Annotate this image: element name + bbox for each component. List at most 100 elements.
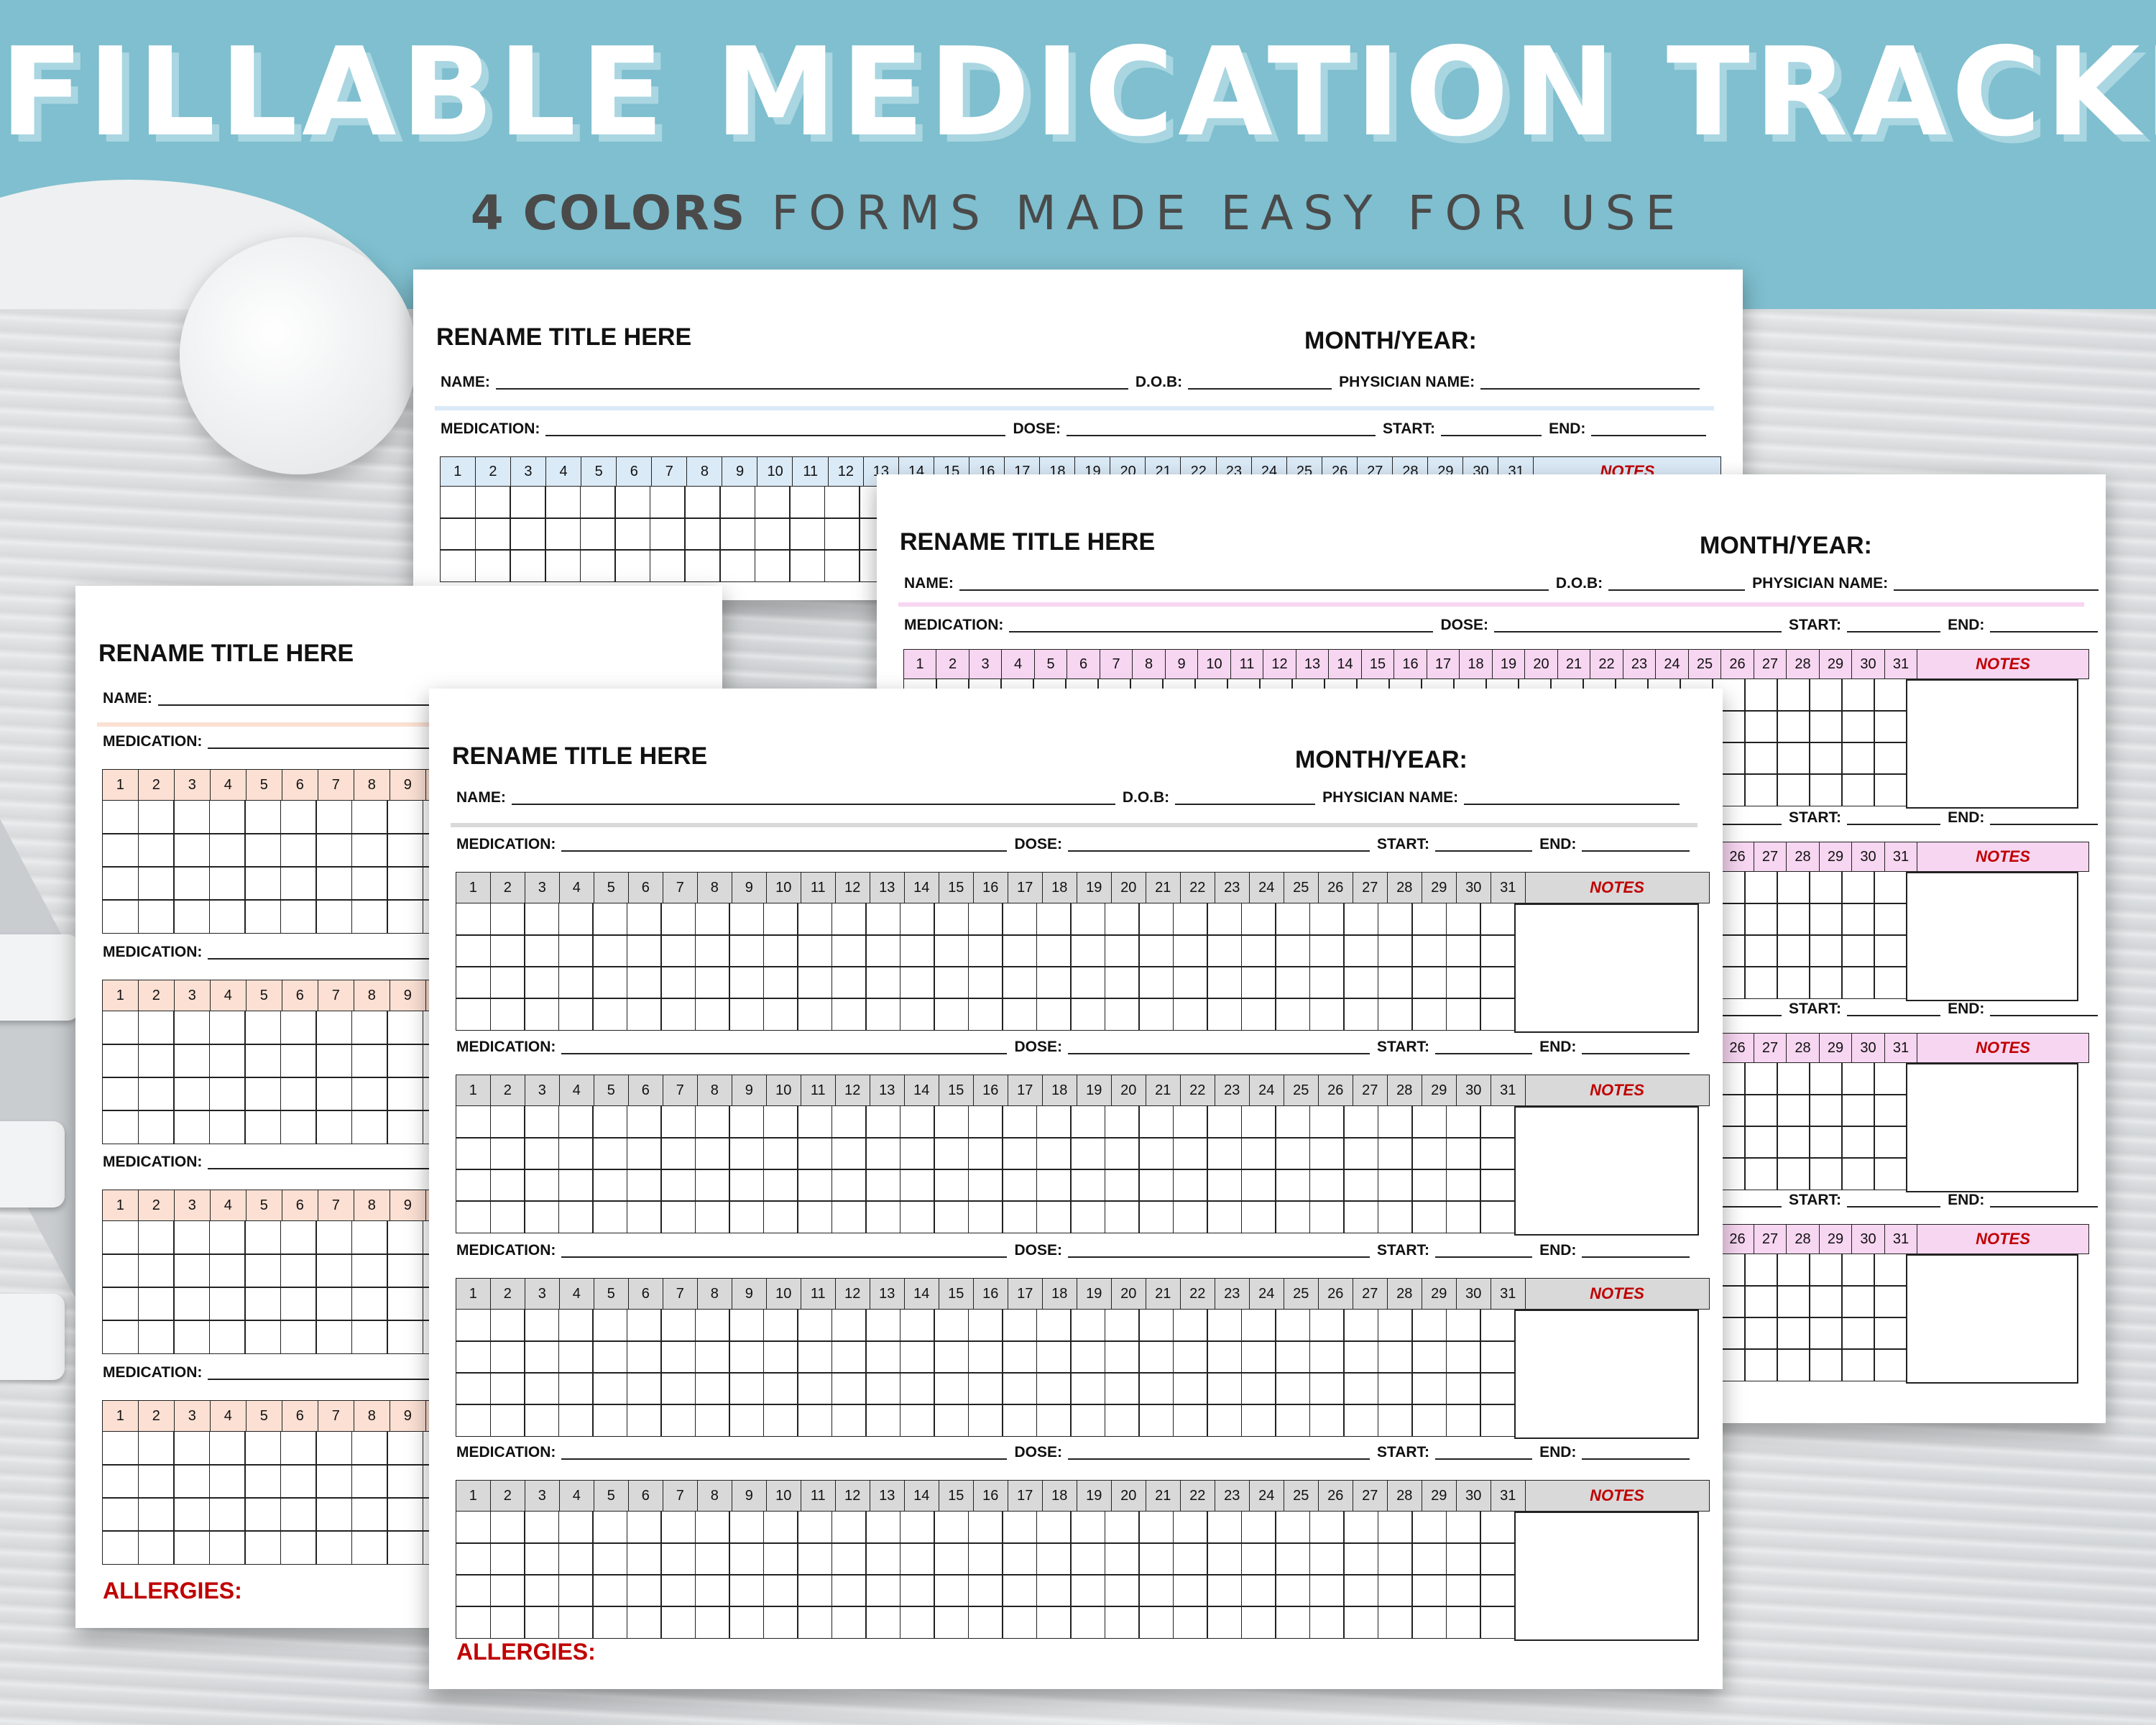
dose-checkbox-cell[interactable] [1744,903,1778,936]
dose-checkbox-cell[interactable] [173,1110,211,1144]
dose-checkbox-cell[interactable] [1411,1404,1447,1437]
dose-checkbox-cell[interactable] [1777,678,1810,712]
end-input[interactable] [1990,809,2099,825]
dose-checkbox-cell[interactable] [1036,1606,1072,1639]
dose-checkbox-cell[interactable] [626,1105,662,1138]
dose-checkbox-cell[interactable] [137,800,175,834]
dose-checkbox-cell[interactable] [967,903,1003,936]
dose-checkbox-cell[interactable] [1744,710,1778,743]
dose-checkbox-cell[interactable] [1343,998,1379,1031]
dose-checkbox-cell[interactable] [1377,1340,1413,1374]
dose-checkbox-cell[interactable] [351,1254,388,1288]
dose-checkbox-cell[interactable] [102,1110,139,1144]
dose-checkbox-cell[interactable] [1841,710,1875,743]
end-input[interactable] [1591,420,1707,436]
dose-checkbox-cell[interactable] [1445,1542,1481,1576]
dose-checkbox-cell[interactable] [208,1011,246,1045]
dose-checkbox-cell[interactable] [694,1511,730,1544]
dose-checkbox-cell[interactable] [351,833,388,868]
dose-checkbox-cell[interactable] [763,998,798,1031]
dose-checkbox-cell[interactable] [315,866,353,901]
end-input[interactable] [1990,617,2099,632]
dose-checkbox-cell[interactable] [660,1169,696,1202]
dose-checkbox-cell[interactable] [934,1542,969,1576]
dose-checkbox-cell[interactable] [1874,871,1907,904]
dose-checkbox-cell[interactable] [1207,1372,1243,1405]
dose-checkbox-cell[interactable] [1309,1372,1345,1405]
dose-checkbox-cell[interactable] [1104,1105,1140,1138]
dose-checkbox-cell[interactable] [1240,1105,1276,1138]
dose-checkbox-cell[interactable] [831,1169,867,1202]
dose-checkbox-cell[interactable] [524,1606,560,1639]
dose-checkbox-cell[interactable] [351,1077,388,1111]
dose-checkbox-cell[interactable] [899,1340,935,1374]
dose-checkbox-cell[interactable] [797,1606,833,1639]
dose-checkbox-cell[interactable] [1480,966,1516,999]
dose-checkbox-cell[interactable] [280,1431,317,1466]
dose-checkbox-cell[interactable] [558,1169,594,1202]
dose-checkbox-cell[interactable] [456,1169,492,1202]
dose-checkbox-cell[interactable] [660,1309,696,1342]
dose-checkbox-cell[interactable] [865,1511,901,1544]
dose-checkbox-cell[interactable] [614,518,651,551]
dose-checkbox-cell[interactable] [545,518,581,551]
dose-checkbox-cell[interactable] [351,1287,388,1321]
dose-checkbox-cell[interactable] [865,1574,901,1607]
dose-checkbox-cell[interactable] [489,1200,525,1233]
dose-checkbox-cell[interactable] [1070,1340,1106,1374]
dose-checkbox-cell[interactable] [1445,1606,1481,1639]
dose-checkbox-cell[interactable] [315,1077,353,1111]
end-input[interactable] [1582,836,1690,852]
dose-checkbox-cell[interactable] [579,518,616,551]
dose-checkbox-cell[interactable] [524,1340,560,1374]
dose-checkbox-cell[interactable] [626,1404,662,1437]
dose-checkbox-cell[interactable] [1036,1511,1072,1544]
dose-checkbox-cell[interactable] [592,1105,628,1138]
dose-checkbox-cell[interactable] [1377,1309,1413,1342]
start-input[interactable] [1435,1242,1533,1258]
dose-checkbox-cell[interactable] [1744,1062,1778,1095]
dose-checkbox-cell[interactable] [1070,1511,1106,1544]
dose-checkbox-cell[interactable] [729,1105,765,1138]
dose-checkbox-cell[interactable] [1138,1340,1174,1374]
dose-checkbox-cell[interactable] [558,934,594,967]
dose-checkbox-cell[interactable] [1138,1105,1174,1138]
dose-checkbox-cell[interactable] [173,866,211,901]
dose-checkbox-cell[interactable] [1207,1606,1243,1639]
dose-checkbox-cell[interactable] [967,1169,1003,1202]
dose-checkbox-cell[interactable] [1240,1137,1276,1170]
dose-checkbox-cell[interactable] [1841,1348,1875,1381]
dose-checkbox-cell[interactable] [729,1606,765,1639]
dose-checkbox-cell[interactable] [592,1309,628,1342]
notes-input[interactable] [1514,1512,1699,1641]
dose-checkbox-cell[interactable] [626,1372,662,1405]
dose-checkbox-cell[interactable] [173,1530,211,1565]
dose-checkbox-cell[interactable] [1275,1169,1311,1202]
dose-checkbox-cell[interactable] [102,1497,139,1532]
dose-checkbox-cell[interactable] [1445,998,1481,1031]
dose-checkbox-cell[interactable] [1207,1542,1243,1576]
dose-checkbox-cell[interactable] [1309,1542,1345,1576]
notes-input[interactable] [1906,679,2078,809]
dose-checkbox-cell[interactable] [244,1287,282,1321]
dose-checkbox-cell[interactable] [649,549,686,582]
dose-checkbox-cell[interactable] [1874,966,1907,999]
dose-checkbox-cell[interactable] [1309,1404,1345,1437]
dose-checkbox-cell[interactable] [102,1011,139,1045]
dose-checkbox-cell[interactable] [173,899,211,934]
dose-checkbox-cell[interactable] [1104,903,1140,936]
dose-checkbox-cell[interactable] [387,833,424,868]
dose-checkbox-cell[interactable] [244,866,282,901]
dose-checkbox-cell[interactable] [763,1137,798,1170]
dose-input[interactable] [1067,1039,1370,1054]
dose-checkbox-cell[interactable] [1777,934,1810,967]
dose-checkbox-cell[interactable] [524,1200,560,1233]
dose-checkbox-cell[interactable] [763,1340,798,1374]
dose-checkbox-cell[interactable] [102,833,139,868]
dose-checkbox-cell[interactable] [173,800,211,834]
dose-checkbox-cell[interactable] [1343,1200,1379,1233]
dose-checkbox-cell[interactable] [456,1200,492,1233]
dose-checkbox-cell[interactable] [1377,1372,1413,1405]
dose-checkbox-cell[interactable] [280,1497,317,1532]
dose-checkbox-cell[interactable] [1207,1511,1243,1544]
